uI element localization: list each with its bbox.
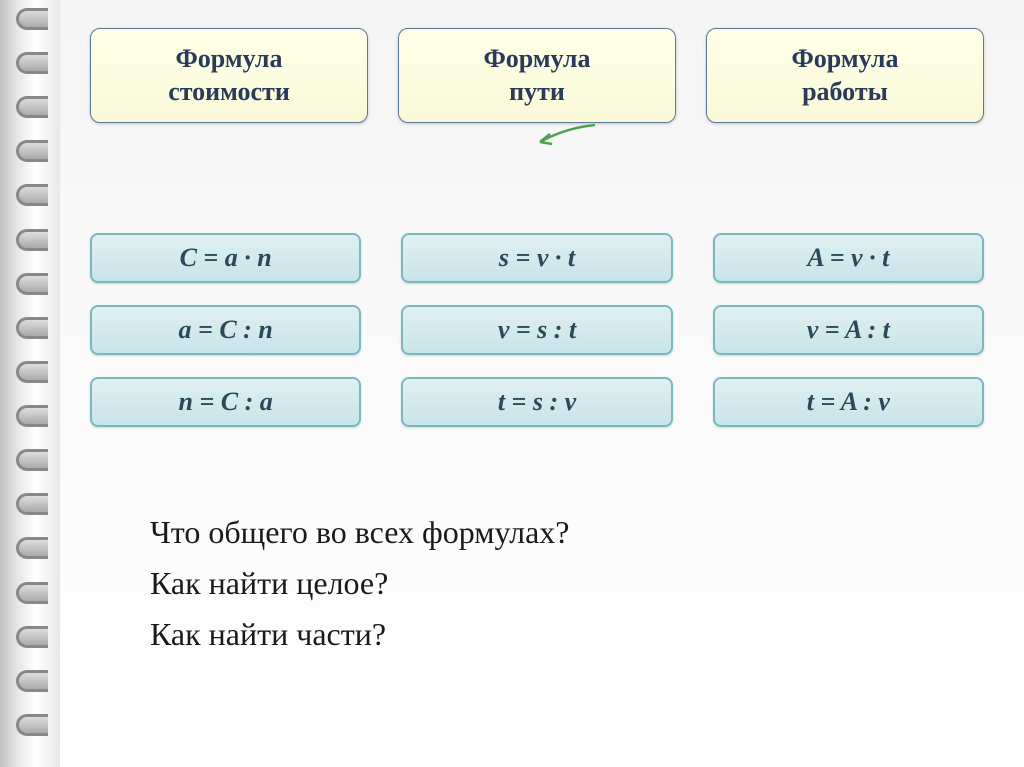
binding-ring xyxy=(16,140,48,162)
question-1: Что общего во всех формулах? xyxy=(150,507,984,558)
header-line2: стоимости xyxy=(99,76,359,109)
binding-ring xyxy=(16,537,48,559)
binding-ring xyxy=(16,670,48,692)
question-3: Как найти части? xyxy=(150,609,984,660)
header-cost: Формула стоимости xyxy=(90,28,368,123)
binding-ring xyxy=(16,493,48,515)
formula-box: v = A : t xyxy=(713,305,984,355)
formula-box: A = v · t xyxy=(713,233,984,283)
binding-ring xyxy=(16,184,48,206)
binding-ring xyxy=(16,449,48,471)
binding-ring xyxy=(16,626,48,648)
formula-box: s = v · t xyxy=(401,233,672,283)
formulas-grid: C = a · n a = C : n n = C : a s = v · t … xyxy=(90,233,984,427)
binding-ring xyxy=(16,229,48,251)
header-work: Формула работы xyxy=(706,28,984,123)
question-2: Как найти целое? xyxy=(150,558,984,609)
header-path: Формула пути xyxy=(398,28,676,123)
binding-ring xyxy=(16,96,48,118)
formula-box: t = s : v xyxy=(401,377,672,427)
header-line1: Формула xyxy=(715,43,975,76)
formula-box: a = C : n xyxy=(90,305,361,355)
binding-ring xyxy=(16,317,48,339)
binding-ring xyxy=(16,361,48,383)
slide-content: Формула стоимости Формула пути Формула р… xyxy=(60,0,1024,767)
headers-row: Формула стоимости Формула пути Формула р… xyxy=(90,28,984,123)
spiral-binding xyxy=(0,0,60,767)
binding-ring xyxy=(16,8,48,30)
formula-box: n = C : a xyxy=(90,377,361,427)
column-work: A = v · t v = A : t t = A : v xyxy=(713,233,984,427)
binding-ring xyxy=(16,582,48,604)
pointer-arrow-icon xyxy=(530,120,600,150)
header-line1: Формула xyxy=(99,43,359,76)
column-cost: C = a · n a = C : n n = C : a xyxy=(90,233,361,427)
binding-ring xyxy=(16,405,48,427)
binding-ring xyxy=(16,52,48,74)
header-line2: пути xyxy=(407,76,667,109)
formula-box: t = A : v xyxy=(713,377,984,427)
formula-box: v = s : t xyxy=(401,305,672,355)
formula-box: C = a · n xyxy=(90,233,361,283)
binding-ring xyxy=(16,273,48,295)
header-line1: Формула xyxy=(407,43,667,76)
binding-ring xyxy=(16,714,48,736)
questions-block: Что общего во всех формулах? Как найти ц… xyxy=(90,507,984,661)
column-path: s = v · t v = s : t t = s : v xyxy=(401,233,672,427)
header-line2: работы xyxy=(715,76,975,109)
